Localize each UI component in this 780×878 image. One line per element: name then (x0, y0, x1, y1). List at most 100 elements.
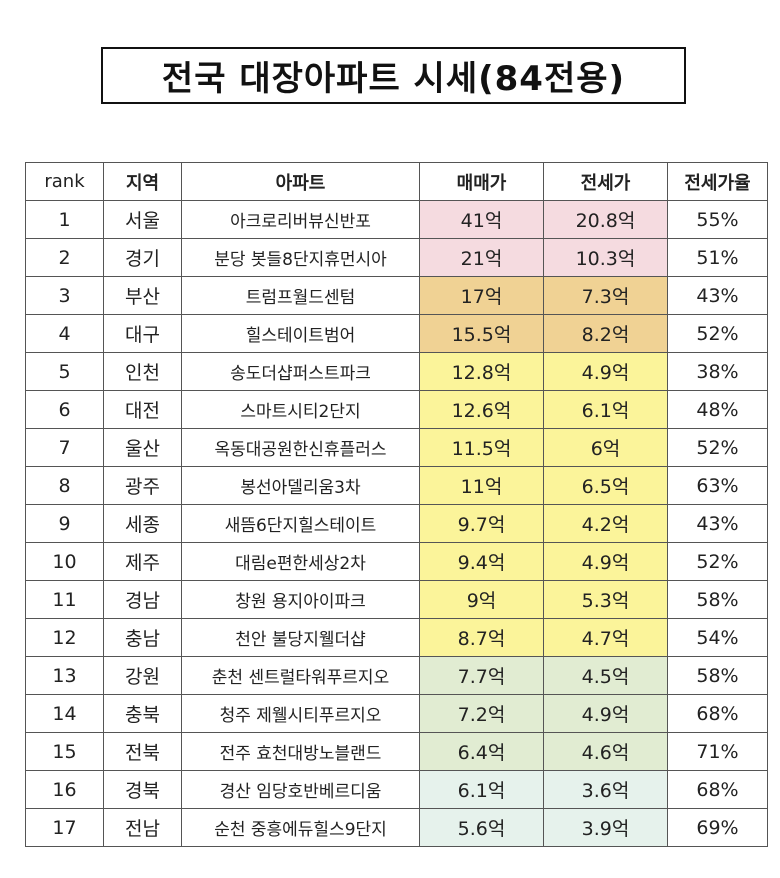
region-cell: 서울 (103, 200, 182, 239)
apartment-cell: 전주 효천대방노블랜드 (181, 732, 420, 771)
apartment-price-table: rank 지역 아파트 매매가 전세가 전세가율 1 서울 아크로리버뷰신반포 41억… (25, 162, 768, 847)
jeonse-ratio-cell: 43% (667, 504, 768, 543)
sale-price-cell: 41억 (419, 200, 544, 239)
region-cell: 부산 (103, 276, 182, 315)
region-cell: 전북 (103, 732, 182, 771)
apartment-cell: 새뜸6단지힐스테이트 (181, 504, 420, 543)
rank-cell: 15 (25, 732, 104, 771)
jeonse-price-cell: 4.5억 (543, 656, 668, 695)
apartment-cell: 분당 봇들8단지휴먼시아 (181, 238, 420, 277)
rank-cell: 4 (25, 314, 104, 353)
region-cell: 경북 (103, 770, 182, 809)
jeonse-ratio-cell: 58% (667, 656, 768, 695)
jeonse-price-cell: 3.9억 (543, 808, 668, 847)
jeonse-price-cell: 4.2억 (543, 504, 668, 543)
apartment-cell: 경산 임당호반베르디움 (181, 770, 420, 809)
sale-price-cell: 6.1억 (419, 770, 544, 809)
region-cell: 광주 (103, 466, 182, 505)
jeonse-ratio-cell: 43% (667, 276, 768, 315)
sale-price-cell: 5.6억 (419, 808, 544, 847)
table-row: 17 전남 순천 중흥에듀힐스9단지 5.6억 3.9억 69% (25, 808, 768, 847)
table-row: 12 충남 천안 불당지웰더샵 8.7억 4.7억 54% (25, 618, 768, 657)
sale-price-cell: 9억 (419, 580, 544, 619)
jeonse-ratio-cell: 38% (667, 352, 768, 391)
table-row: 10 제주 대림e편한세상2차 9.4억 4.9억 52% (25, 542, 768, 581)
rank-cell: 14 (25, 694, 104, 733)
jeonse-price-cell: 4.7억 (543, 618, 668, 657)
region-cell: 울산 (103, 428, 182, 467)
page-title: 전국 대장아파트 시세(84전용) (101, 47, 686, 104)
sale-price-cell: 9.7억 (419, 504, 544, 543)
table-row: 6 대전 스마트시티2단지 12.6억 6.1억 48% (25, 390, 768, 429)
header-apartment: 아파트 (181, 162, 420, 201)
rank-cell: 11 (25, 580, 104, 619)
apartment-cell: 대림e편한세상2차 (181, 542, 420, 581)
apartment-cell: 천안 불당지웰더샵 (181, 618, 420, 657)
jeonse-ratio-cell: 71% (667, 732, 768, 771)
sale-price-cell: 21억 (419, 238, 544, 277)
region-cell: 대전 (103, 390, 182, 429)
table-row: 5 인천 송도더샵퍼스트파크 12.8억 4.9억 38% (25, 352, 768, 391)
apartment-cell: 아크로리버뷰신반포 (181, 200, 420, 239)
jeonse-price-cell: 20.8억 (543, 200, 668, 239)
region-cell: 제주 (103, 542, 182, 581)
apartment-cell: 춘천 센트럴타워푸르지오 (181, 656, 420, 695)
sale-price-cell: 15.5억 (419, 314, 544, 353)
sale-price-cell: 11억 (419, 466, 544, 505)
table-row: 13 강원 춘천 센트럴타워푸르지오 7.7억 4.5억 58% (25, 656, 768, 695)
region-cell: 세종 (103, 504, 182, 543)
table-row: 15 전북 전주 효천대방노블랜드 6.4억 4.6억 71% (25, 732, 768, 771)
apartment-cell: 청주 제웰시티푸르지오 (181, 694, 420, 733)
rank-cell: 10 (25, 542, 104, 581)
region-cell: 인천 (103, 352, 182, 391)
sale-price-cell: 11.5억 (419, 428, 544, 467)
rank-cell: 12 (25, 618, 104, 657)
jeonse-ratio-cell: 52% (667, 428, 768, 467)
sale-price-cell: 7.7억 (419, 656, 544, 695)
rank-cell: 9 (25, 504, 104, 543)
sale-price-cell: 8.7억 (419, 618, 544, 657)
sale-price-cell: 6.4억 (419, 732, 544, 771)
jeonse-price-cell: 6.5억 (543, 466, 668, 505)
region-cell: 전남 (103, 808, 182, 847)
jeonse-price-cell: 4.6억 (543, 732, 668, 771)
table-row: 4 대구 힐스테이트범어 15.5억 8.2억 52% (25, 314, 768, 353)
jeonse-ratio-cell: 48% (667, 390, 768, 429)
region-cell: 충남 (103, 618, 182, 657)
jeonse-price-cell: 7.3억 (543, 276, 668, 315)
rank-cell: 6 (25, 390, 104, 429)
jeonse-price-cell: 4.9억 (543, 694, 668, 733)
sale-price-cell: 12.8억 (419, 352, 544, 391)
rank-cell: 7 (25, 428, 104, 467)
jeonse-ratio-cell: 63% (667, 466, 768, 505)
jeonse-price-cell: 3.6억 (543, 770, 668, 809)
sale-price-cell: 17억 (419, 276, 544, 315)
apartment-cell: 봉선아델리움3차 (181, 466, 420, 505)
sale-price-cell: 9.4억 (419, 542, 544, 581)
jeonse-ratio-cell: 51% (667, 238, 768, 277)
header-sale-price: 매매가 (419, 162, 544, 201)
jeonse-ratio-cell: 58% (667, 580, 768, 619)
jeonse-price-cell: 10.3억 (543, 238, 668, 277)
jeonse-ratio-cell: 55% (667, 200, 768, 239)
region-cell: 경기 (103, 238, 182, 277)
table-row: 1 서울 아크로리버뷰신반포 41억 20.8억 55% (25, 200, 768, 239)
apartment-cell: 송도더샵퍼스트파크 (181, 352, 420, 391)
header-jeonse-ratio: 전세가율 (667, 162, 768, 201)
rank-cell: 5 (25, 352, 104, 391)
jeonse-price-cell: 8.2억 (543, 314, 668, 353)
jeonse-price-cell: 5.3억 (543, 580, 668, 619)
jeonse-ratio-cell: 69% (667, 808, 768, 847)
rank-cell: 17 (25, 808, 104, 847)
apartment-cell: 스마트시티2단지 (181, 390, 420, 429)
jeonse-ratio-cell: 68% (667, 770, 768, 809)
jeonse-price-cell: 4.9억 (543, 542, 668, 581)
rank-cell: 2 (25, 238, 104, 277)
jeonse-ratio-cell: 68% (667, 694, 768, 733)
apartment-cell: 트럼프월드센텀 (181, 276, 420, 315)
table-row: 9 세종 새뜸6단지힐스테이트 9.7억 4.2억 43% (25, 504, 768, 543)
apartment-cell: 힐스테이트범어 (181, 314, 420, 353)
jeonse-price-cell: 6억 (543, 428, 668, 467)
jeonse-ratio-cell: 54% (667, 618, 768, 657)
apartment-cell: 순천 중흥에듀힐스9단지 (181, 808, 420, 847)
